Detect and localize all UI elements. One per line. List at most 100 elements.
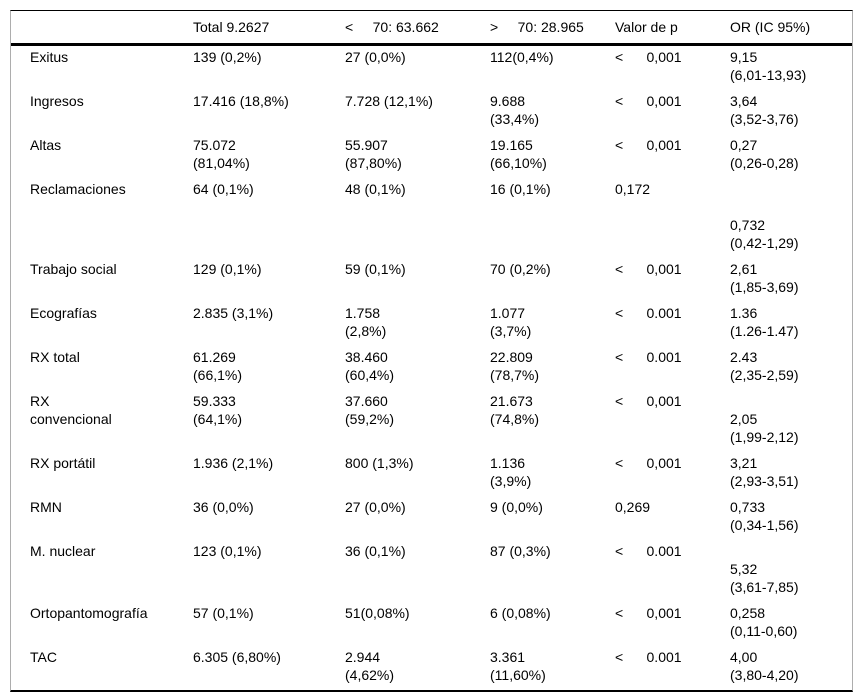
cell-total: 64 (0,1%) (193, 181, 254, 197)
row-label: RX convencional (30, 393, 112, 427)
cell-total: 57 (0,1%) (193, 605, 254, 621)
row-label: Ingresos (30, 93, 84, 109)
table-row: Trabajo social 129 (0,1%) 59 (0,1%) 70 (… (11, 258, 852, 302)
table-row: M. nuclear 123 (0,1%) 36 (0,1%) 87 (0,3%… (11, 540, 852, 602)
cell-over70: 3.361 (11,60%) (490, 649, 546, 683)
cell-over70: 9 (0,0%) (490, 499, 543, 515)
cell-under70: 37.660 (59,2%) (345, 393, 395, 427)
row-label: TAC (30, 649, 57, 665)
header-row: Total 9.2627 < 70: 63.662 > 70: 28.965 V… (11, 11, 852, 46)
cell-total: 59.333 (64,1%) (193, 393, 243, 427)
cell-total: 17.416 (18,8%) (193, 93, 289, 109)
table-row: Reclamaciones 64 (0,1%) 48 (0,1%) 16 (0,… (11, 178, 852, 258)
row-label: RMN (30, 499, 62, 515)
cell-p-value: < 0.001 (615, 649, 682, 665)
cell-under70: 1.758 (2,8%) (345, 305, 387, 339)
cell-p-value: < 0.001 (615, 305, 682, 321)
table-row: RX total 61.269 (66,1%) 38.460 (60,4%) 2… (11, 346, 852, 390)
cell-or: 2,61 (1,85-3,69) (730, 261, 799, 295)
cell-under70: 59 (0,1%) (345, 261, 406, 277)
col-header-rowlabel (11, 11, 193, 46)
table-row: RX portátil 1.936 (2,1%) 800 (1,3%) 1.13… (11, 452, 852, 496)
table-row: Ortopantomografía 57 (0,1%) 51(0,08%) 6 … (11, 602, 852, 646)
cell-total: 61.269 (66,1%) (193, 349, 243, 383)
cell-over70: 9.688 (33,4%) (490, 93, 540, 127)
row-label: Exitus (30, 49, 69, 65)
cell-p-value: < 0,001 (615, 455, 682, 471)
cell-over70: 1.136 (3,9%) (490, 455, 532, 489)
row-label: Altas (30, 137, 62, 153)
table-row: RMN 36 (0,0%) 27 (0,0%) 9 (0,0%) 0,269 0… (11, 496, 852, 540)
cell-over70: 22.809 (78,7%) (490, 349, 540, 383)
statistics-table-figure: Total 9.2627 < 70: 63.662 > 70: 28.965 V… (10, 10, 853, 692)
cell-over70: 112(0,4%) (490, 49, 554, 65)
row-label: Trabajo social (30, 261, 117, 277)
table-row: Exitus 139 (0,2%) 27 (0,0%) 112(0,4%) < … (11, 45, 852, 91)
cell-under70: 36 (0,1%) (345, 543, 406, 559)
cell-under70: 51(0,08%) (345, 605, 410, 621)
data-table: Total 9.2627 < 70: 63.662 > 70: 28.965 V… (11, 11, 852, 690)
cell-or: 2.43 (2,35-2,59) (730, 349, 799, 383)
cell-total: 1.936 (2,1%) (193, 455, 274, 471)
row-label: Reclamaciones (30, 181, 126, 197)
cell-or: 0,733 (0,34-1,56) (730, 499, 799, 533)
cell-total: 139 (0,2%) (193, 49, 262, 65)
cell-p-value: 0,269 (615, 499, 651, 515)
table-row: TAC 6.305 (6,80%) 2.944 (4,62%) 3.361 (1… (11, 646, 852, 690)
cell-or: 3,64 (3,52-3,76) (730, 93, 799, 127)
table-row: RX convencional 59.333 (64,1%) 37.660 (5… (11, 390, 852, 452)
cell-total: 2.835 (3,1%) (193, 305, 274, 321)
cell-under70: 27 (0,0%) (345, 499, 406, 515)
cell-under70: 55.907 (87,80%) (345, 137, 402, 171)
cell-total: 6.305 (6,80%) (193, 649, 281, 665)
cell-p-value: < 0,001 (615, 137, 682, 153)
cell-under70: 38.460 (60,4%) (345, 349, 395, 383)
cell-or: 2,05 (1,99-2,12) (730, 411, 799, 445)
table-row: Ecografías 2.835 (3,1%) 1.758 (2,8%) 1.0… (11, 302, 852, 346)
cell-or: 0,27 (0,26-0,28) (730, 137, 799, 171)
cell-or: 4,00 (3,80-4,20) (730, 649, 799, 683)
cell-or: 0,258 (0,11-0,60) (730, 605, 798, 639)
row-label: Ecografías (30, 305, 97, 321)
cell-total: 36 (0,0%) (193, 499, 254, 515)
cell-p-value: < 0,001 (615, 393, 682, 409)
cell-total: 123 (0,1%) (193, 543, 262, 559)
cell-or: 3,21 (2,93-3,51) (730, 455, 799, 489)
cell-over70: 19.165 (66,10%) (490, 137, 547, 171)
cell-under70: 27 (0,0%) (345, 49, 406, 65)
cell-or: 0,732 (0,42-1,29) (730, 217, 799, 251)
table-row: Ingresos 17.416 (18,8%) 7.728 (12,1%) 9.… (11, 90, 852, 134)
cell-p-value: < 0.001 (615, 543, 682, 559)
cell-over70: 16 (0,1%) (490, 181, 551, 197)
cell-p-value: < 0,001 (615, 49, 682, 65)
row-label: M. nuclear (30, 543, 96, 559)
table-row: Altas 75.072 (81,04%) 55.907 (87,80%) 19… (11, 134, 852, 178)
cell-or: 5,32 (3,61-7,85) (730, 561, 799, 595)
row-label: RX total (30, 349, 80, 365)
cell-p-value: < 0,001 (615, 261, 682, 277)
col-header-p-value: Valor de p (615, 11, 730, 46)
cell-over70: 70 (0,2%) (490, 261, 551, 277)
cell-under70: 48 (0,1%) (345, 181, 406, 197)
row-label: Ortopantomografía (30, 605, 148, 621)
cell-over70: 1.077 (3,7%) (490, 305, 532, 339)
cell-under70: 2.944 (4,62%) (345, 649, 395, 683)
cell-p-value: < 0,001 (615, 93, 682, 109)
cell-under70: 7.728 (12,1%) (345, 93, 433, 109)
col-header-under70: < 70: 63.662 (345, 11, 490, 46)
cell-or: 9,15 (6,01-13,93) (730, 49, 807, 83)
cell-total: 75.072 (81,04%) (193, 137, 250, 171)
cell-total: 129 (0,1%) (193, 261, 262, 277)
cell-p-value: < 0.001 (615, 349, 682, 365)
cell-over70: 6 (0,08%) (490, 605, 551, 621)
cell-over70: 87 (0,3%) (490, 543, 551, 559)
cell-or: 1.36 (1.26-1.47) (730, 305, 799, 339)
cell-under70: 800 (1,3%) (345, 455, 414, 471)
cell-p-value: < 0,001 (615, 605, 682, 621)
cell-over70: 21.673 (74,8%) (490, 393, 540, 427)
cell-p-value: 0,172 (615, 181, 651, 197)
row-label: RX portátil (30, 455, 96, 471)
col-header-or: OR (IC 95%) (730, 11, 852, 46)
col-header-over70: > 70: 28.965 (490, 11, 615, 46)
col-header-total: Total 9.2627 (193, 11, 345, 46)
